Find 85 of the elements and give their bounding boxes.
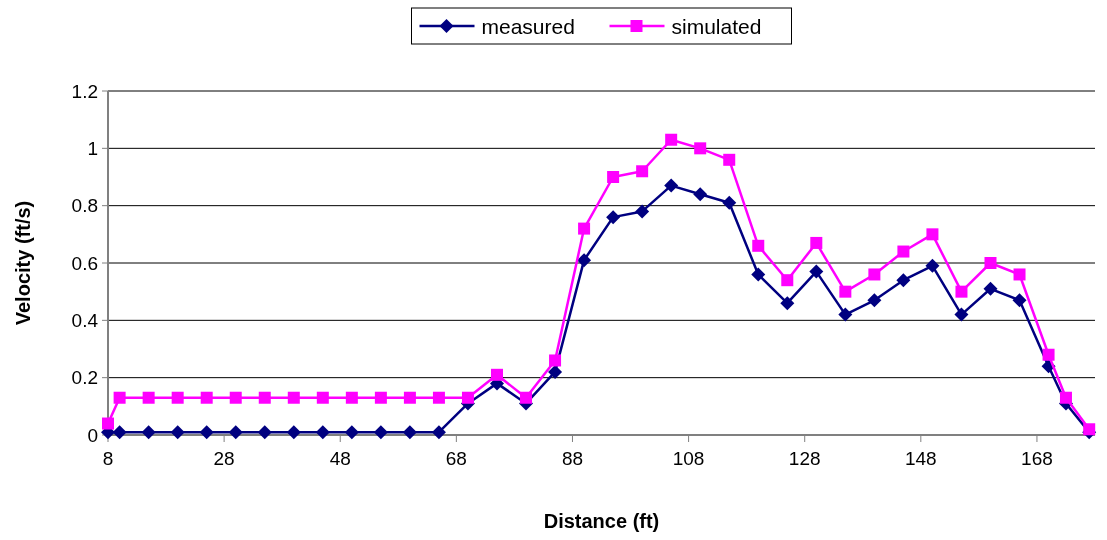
legend-label: simulated	[671, 14, 762, 38]
point	[373, 425, 388, 440]
point	[374, 391, 387, 404]
x-tick-label: 168	[1021, 448, 1053, 469]
point	[403, 391, 416, 404]
x-tick-label: 28	[213, 448, 235, 469]
point	[665, 133, 678, 146]
point	[606, 210, 621, 225]
point	[983, 281, 998, 296]
point	[955, 285, 968, 298]
y-tick-label: 0.8	[71, 195, 98, 217]
point	[112, 425, 127, 440]
y-tick-label: 1.2	[71, 80, 98, 102]
point	[752, 239, 765, 252]
x-tick-label: 88	[561, 448, 584, 469]
point	[257, 425, 272, 440]
y-tick-label: 0.6	[71, 252, 98, 274]
point	[199, 425, 214, 440]
point	[171, 391, 184, 404]
y-tick-label: 1	[87, 137, 98, 159]
point	[548, 364, 563, 379]
point	[578, 222, 591, 235]
point	[142, 391, 155, 404]
point	[1059, 391, 1072, 404]
point	[1083, 423, 1096, 436]
point	[170, 425, 185, 440]
point	[228, 425, 243, 440]
point	[316, 391, 329, 404]
point	[781, 274, 794, 287]
point	[926, 228, 939, 241]
point	[490, 368, 503, 381]
point	[867, 293, 882, 308]
y-axis-title: Velocity (ft/s)	[12, 200, 34, 326]
point	[431, 425, 446, 440]
point	[200, 391, 213, 404]
point	[113, 391, 126, 404]
point	[925, 258, 940, 273]
x-axis-title: Distance (ft)	[543, 510, 660, 532]
point	[102, 417, 114, 430]
point	[345, 391, 358, 404]
point	[1013, 268, 1026, 281]
x-tick-label: 108	[672, 448, 705, 469]
point	[722, 195, 737, 210]
point	[664, 178, 679, 193]
point	[286, 425, 301, 440]
point	[432, 391, 445, 404]
point	[229, 391, 242, 404]
point	[751, 267, 766, 282]
y-tick-label: 0.2	[71, 367, 98, 389]
y-tick-label: 0.4	[71, 309, 99, 331]
point	[315, 425, 330, 440]
legend-label: measured	[481, 14, 575, 38]
point	[141, 425, 156, 440]
point	[723, 153, 736, 166]
point	[577, 253, 592, 268]
point	[287, 391, 300, 404]
point	[838, 307, 853, 322]
y-tick-label: 0	[87, 424, 98, 446]
point	[896, 273, 911, 288]
point	[954, 307, 969, 322]
x-tick-label: 148	[904, 448, 937, 469]
point	[607, 171, 620, 183]
x-tick-label: 68	[445, 448, 467, 469]
point	[636, 165, 649, 178]
x-tick-label: 128	[788, 448, 821, 469]
point	[344, 425, 359, 440]
point	[694, 142, 707, 155]
point	[897, 245, 910, 258]
point	[693, 187, 708, 202]
point	[549, 354, 562, 367]
point	[809, 264, 824, 279]
point	[868, 268, 881, 281]
point	[635, 204, 650, 219]
point	[402, 425, 417, 440]
x-tick-label: 8	[102, 448, 114, 469]
point	[1012, 293, 1027, 308]
point	[461, 391, 474, 404]
point	[839, 285, 852, 298]
point	[810, 236, 823, 249]
point	[520, 391, 533, 404]
point	[984, 257, 997, 269]
point	[1042, 348, 1055, 361]
point	[780, 296, 795, 311]
point	[258, 391, 271, 404]
x-tick-label: 48	[329, 448, 351, 469]
